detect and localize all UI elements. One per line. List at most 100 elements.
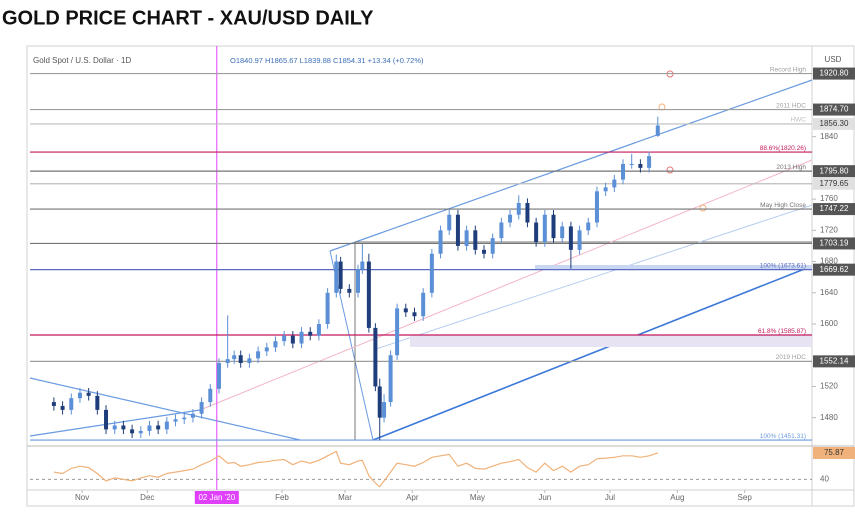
down-channel [29,377,301,441]
level-tag [813,203,855,216]
candle-body [338,261,343,289]
rsi-tag [813,446,855,459]
level-tag [813,355,855,368]
x-tick-label: 02 Jan '20 [198,493,235,502]
ohlc-header: O1840.97 H1865.67 L1839.88 C1854.31 +13.… [230,56,424,65]
candle-body [156,425,161,430]
channel-upper [329,79,813,252]
fan-line [199,159,813,411]
rsi-last-label: 75.87 [824,448,845,457]
candle-body [603,187,608,192]
candle-body [147,425,152,431]
level-label: 1856.30 [820,119,849,128]
candle-body [551,214,556,239]
candle-body [429,253,434,293]
y-tick-label: 1760 [820,194,838,203]
candle-body [647,156,652,168]
candle-body [508,214,513,223]
candle-body [455,214,460,246]
candle-body [256,351,261,359]
candle-body [421,292,426,317]
candle-body [138,430,143,434]
level-note: 100% (1673.61) [760,262,806,269]
level-label: 1669.62 [820,265,849,274]
level-note: 88.6%(1820.26) [760,145,806,152]
x-tick-label: May [470,493,485,502]
candle-body [360,261,365,270]
y-tick-label: 1600 [820,319,838,328]
level-tag [813,165,855,178]
candle-body [232,355,237,360]
candle-body [282,335,287,342]
level-note: Record High [770,66,807,73]
zone [410,335,812,347]
candle-body [577,230,582,250]
candle-body [334,261,339,293]
candle-body [638,163,643,168]
marker [699,204,707,212]
level-label: 1747.22 [820,204,849,213]
x-tick-label: Aug [670,493,684,502]
level-note: May High Close [760,202,806,209]
level-label: 1874.70 [820,105,849,114]
candle-body [366,261,371,328]
x-tick-label: Feb [275,493,289,502]
candle-body [60,405,65,410]
candle-body [481,249,486,254]
candle-body [264,347,269,352]
channel-lower [372,265,813,441]
level-tag [813,67,855,80]
candle-body [388,355,393,403]
marker [666,166,674,174]
level-note: HWC [790,117,806,124]
x-tick-label: Mar [338,493,352,502]
candle-body [95,395,100,410]
level-label: 1920.80 [820,69,849,78]
candle-body [199,402,204,414]
candle-body [51,402,56,406]
candle-body [395,308,400,356]
level-note: 2013 High [776,164,806,171]
level-label: 1552.14 [820,356,849,365]
level-label: 1795.80 [820,166,849,175]
candle-body [69,398,74,410]
candle-body [490,238,495,254]
candle-body [542,214,547,243]
candle-body [594,191,599,223]
candle-body [182,417,187,420]
candle-body [525,203,530,223]
candle-body [164,421,169,430]
rsi-line [53,450,658,488]
y-tick-label: 1680 [820,257,838,266]
candle-body [447,214,452,231]
level-label: 1779.65 [820,179,849,188]
candle-body [112,425,117,430]
candle-body [225,359,230,364]
candle-body [568,226,573,250]
candle-body [216,363,221,389]
candle-body [104,409,109,430]
candle-body [473,230,478,250]
candle-body [121,425,126,430]
chart-title: GOLD PRICE CHART - XAU/USD DAILY [2,7,374,29]
candle-body [516,203,521,215]
candle-body [560,226,565,239]
candle-body [412,312,417,317]
level-tag [813,237,855,250]
symbol-label: Gold Spot / U.S. Dollar · 1D [33,56,131,65]
x-tick-label: Dec [140,493,154,502]
candle-body [403,308,408,313]
candle-body [377,386,382,418]
y-tick-label: 1720 [820,225,838,234]
candle-body [130,429,135,434]
y-tick-label: 1840 [820,132,838,141]
candle-body [499,222,504,239]
candle-body [373,327,378,387]
x-tick-label: Sep [738,493,753,502]
candle-body [621,163,626,180]
candle-body [356,269,361,293]
candle-body [629,163,634,165]
level-note: 61.8% (1585.87) [758,328,806,335]
level-tag [813,177,855,190]
currency-label: USD [825,55,842,64]
